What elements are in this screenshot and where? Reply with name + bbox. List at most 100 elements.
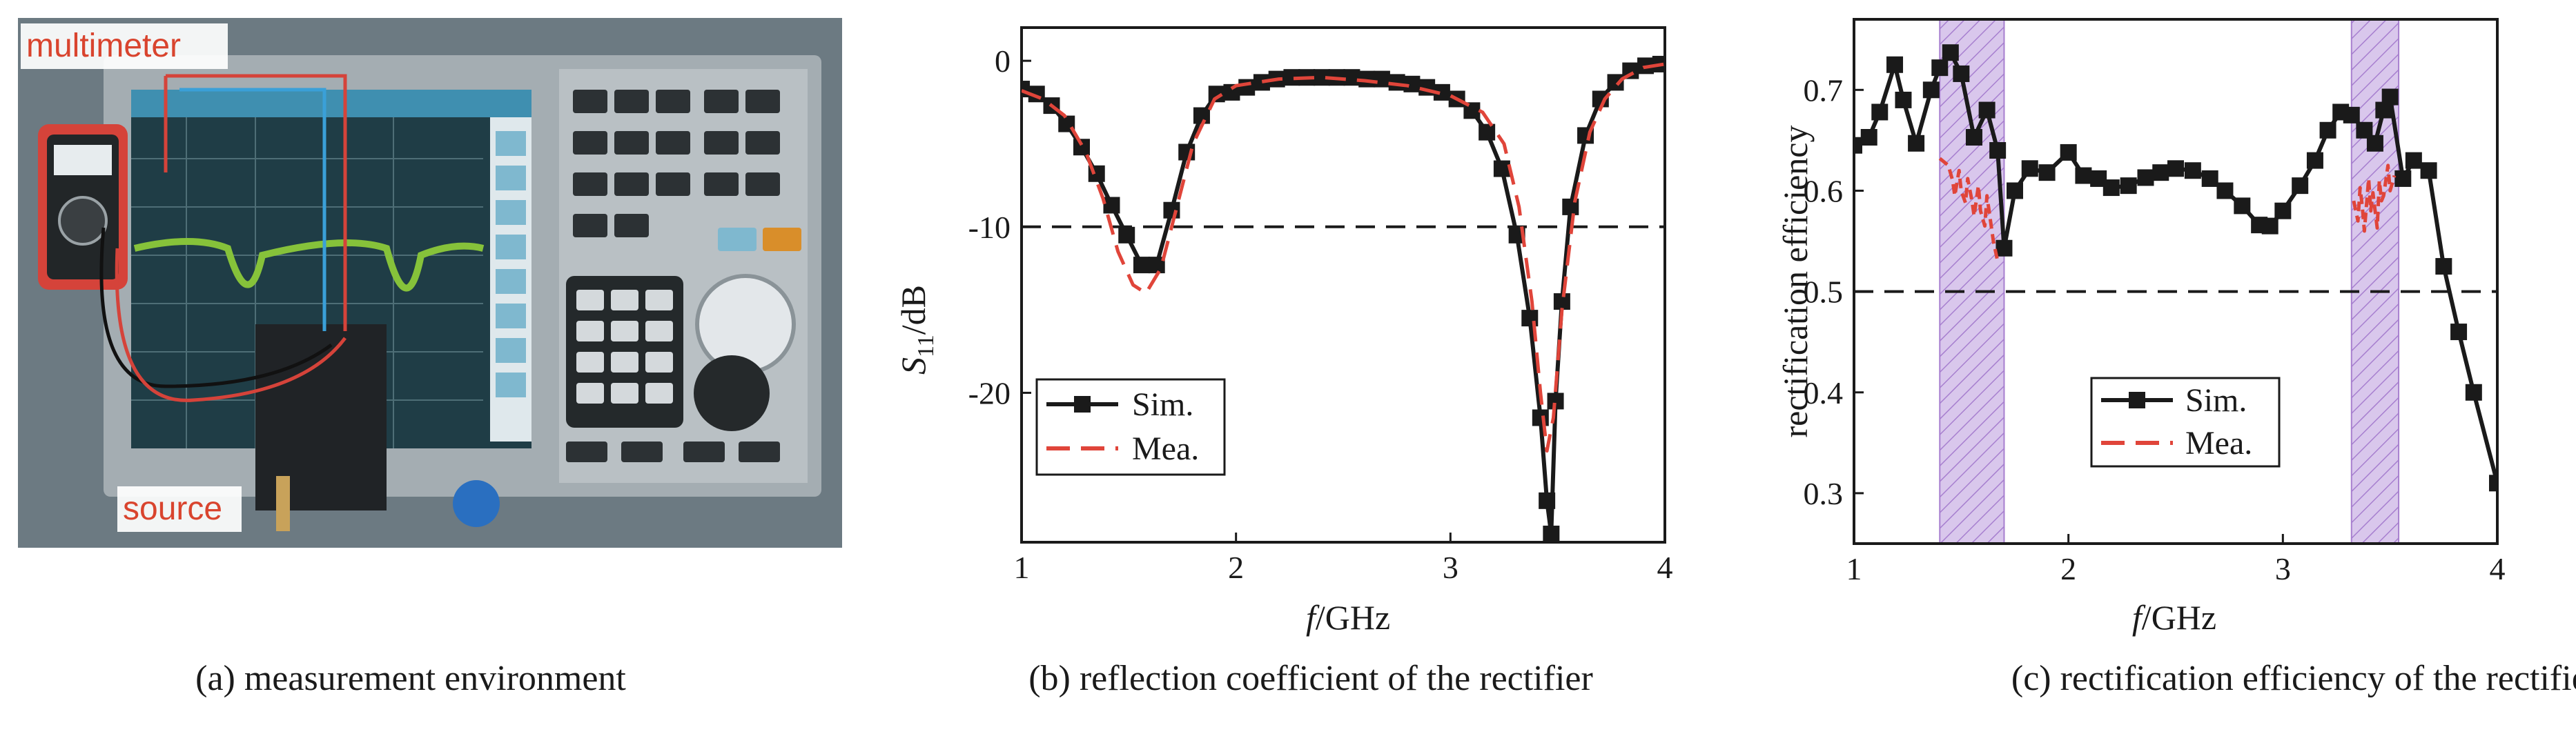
data-point-c-18 <box>2075 167 2092 184</box>
data-point-c-32 <box>2292 177 2309 195</box>
plot-frame-c <box>1853 18 2499 545</box>
data-point-c-20 <box>2102 179 2120 197</box>
data-point-c-11 <box>1978 101 1996 119</box>
data-point-c-47 <box>2489 475 2497 492</box>
data-point-c-44 <box>2435 258 2452 275</box>
measurement-photo: multimeter source <box>18 18 842 548</box>
data-point-c-8 <box>1942 44 1959 61</box>
data-point-b-0 <box>1022 81 1030 98</box>
data-point-c-1 <box>1860 129 1877 146</box>
y-tick-label-b-1: -10 <box>968 210 1011 245</box>
series-b-mea-line-0 <box>1022 62 1665 453</box>
data-point-c-16 <box>2038 164 2056 181</box>
y-axis-subscript-b: 11 <box>913 335 939 357</box>
x-tick-label-c-1: 2 <box>2060 551 2076 586</box>
y-tick-label-c-1: 0.4 <box>1804 375 1844 410</box>
x-tick-label-b-3: 4 <box>1657 550 1673 585</box>
plot-frame-b <box>1020 26 1666 544</box>
data-point-c-24 <box>2167 160 2184 177</box>
x-axis-unit-c: /GHz <box>2142 598 2216 637</box>
data-point-c-7 <box>1931 59 1949 77</box>
data-point-c-5 <box>1908 135 1925 152</box>
x-tick-label-c-3: 4 <box>2490 551 2506 586</box>
multimeter-device <box>38 124 128 290</box>
data-point-c-13 <box>1996 239 2013 257</box>
data-point-b-4 <box>1073 139 1090 156</box>
data-point-c-12 <box>1989 142 2007 159</box>
x-tick-label-b-1: 2 <box>1228 550 1244 585</box>
data-point-c-42 <box>2405 152 2422 169</box>
data-point-c-14 <box>2007 182 2023 199</box>
data-point-c-23 <box>2152 164 2169 181</box>
data-point-c-43 <box>2420 162 2437 179</box>
data-point-c-38 <box>2366 135 2383 152</box>
y-axis-unit-b: /dB <box>894 285 933 335</box>
legend-c: Sim. Mea. <box>2090 377 2281 468</box>
caption-a: (a) measurement environment <box>195 659 626 698</box>
legend-sim-label-b: Sim. <box>1132 386 1193 423</box>
x-tick-label-b-2: 3 <box>1443 550 1458 585</box>
legend-sim-label-c: Sim. <box>2185 382 2247 419</box>
legend-sim-marker-c <box>2129 392 2145 408</box>
data-point-c-41 <box>2394 170 2412 187</box>
data-point-c-30 <box>2261 217 2279 235</box>
x-tick-label-b-0: 1 <box>1014 550 1030 585</box>
data-point-c-4 <box>1895 91 1912 108</box>
y-tick-label-c-3: 0.6 <box>1804 173 1844 208</box>
data-point-c-10 <box>1965 129 1982 146</box>
x-axis-label-b: f/GHz <box>1306 598 1390 637</box>
data-point-c-45 <box>2450 324 2468 341</box>
data-point-c-9 <box>1953 65 1970 82</box>
data-point-b-10 <box>1163 201 1180 219</box>
data-point-c-27 <box>2216 182 2234 199</box>
data-point-c-2 <box>1871 103 1889 121</box>
legend-mea-label-c: Mea. <box>2185 425 2252 462</box>
shaded-band-c-0 <box>1939 19 2005 544</box>
source-label: source <box>123 490 222 527</box>
data-point-b-36 <box>1539 492 1556 509</box>
data-point-c-25 <box>2184 162 2201 179</box>
data-point-b-32 <box>1493 160 1510 177</box>
data-point-b-24 <box>1373 70 1390 88</box>
series-c-mea-line-1 <box>2352 163 2397 233</box>
legend-b: Sim. Mea. <box>1035 378 1226 476</box>
data-point-c-15 <box>2021 160 2038 177</box>
multimeter-label: multimeter <box>26 28 181 64</box>
data-point-b-15 <box>1238 79 1256 96</box>
data-point-b-12 <box>1193 107 1210 124</box>
chart-reflection-coefficient: 1 2 3 4 0 -10 -20 f/GHz S11/dB Sim. Mea. <box>894 26 1673 637</box>
y-tick-label-b-2: -20 <box>968 375 1011 410</box>
y-tick-label-b-0: 0 <box>995 43 1011 79</box>
x-tick-label-c-0: 1 <box>1846 551 1862 586</box>
data-point-c-21 <box>2120 177 2137 195</box>
legend-mea-label-b: Mea. <box>1132 430 1199 467</box>
data-point-c-22 <box>2137 169 2154 186</box>
data-point-c-26 <box>2201 170 2218 187</box>
data-point-c-17 <box>2060 143 2077 161</box>
data-point-c-36 <box>2343 106 2360 123</box>
data-point-b-35 <box>1532 409 1549 426</box>
y-axis-label-c: rectification efficiency <box>1776 126 1815 438</box>
chart-rectification-efficiency: 1 2 3 4 0.3 0.4 0.5 0.6 0.7 f/GHz rectification … <box>1776 18 2506 637</box>
y-axis-label-b: S11/dB <box>894 285 939 375</box>
data-point-c-46 <box>2465 384 2482 401</box>
data-point-c-0 <box>1854 137 1862 154</box>
data-point-b-13 <box>1208 86 1225 103</box>
series-c-mea-line-0 <box>1938 157 2000 262</box>
caption-b: (b) reflection coefficient of the rectif… <box>1028 659 1593 698</box>
data-point-b-6 <box>1103 197 1120 214</box>
x-axis-label-c: f/GHz <box>2132 598 2216 637</box>
x-tick-label-c-2: 3 <box>2275 551 2291 586</box>
data-point-b-7 <box>1118 226 1135 244</box>
data-point-c-6 <box>1922 81 1940 99</box>
data-point-c-34 <box>2319 121 2336 139</box>
data-point-c-40 <box>2381 88 2399 106</box>
y-tick-label-c-0: 0.3 <box>1804 476 1844 511</box>
caption-c: (c) rectification efficiency of the rect… <box>2011 659 2576 698</box>
data-point-c-33 <box>2306 152 2323 169</box>
data-point-b-8 <box>1133 257 1150 274</box>
data-point-c-3 <box>1886 56 1904 73</box>
y-axis-symbol-b: S <box>894 357 933 375</box>
data-point-c-28 <box>2234 197 2251 215</box>
